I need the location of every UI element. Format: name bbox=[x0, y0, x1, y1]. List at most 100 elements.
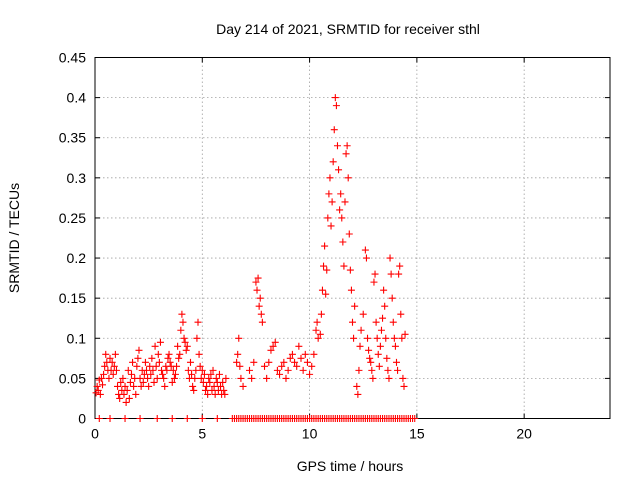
data-point bbox=[374, 350, 382, 358]
data-point bbox=[322, 290, 330, 298]
data-point bbox=[371, 270, 379, 278]
data-point bbox=[193, 334, 201, 342]
x-tick-label: 15 bbox=[409, 426, 425, 442]
data-point bbox=[129, 358, 137, 366]
data-point bbox=[97, 374, 105, 382]
data-point bbox=[101, 362, 109, 370]
data-point bbox=[316, 330, 324, 338]
data-point bbox=[203, 382, 211, 390]
data-point bbox=[93, 382, 101, 390]
data-point bbox=[353, 382, 361, 390]
data-point bbox=[361, 246, 369, 254]
data-point bbox=[318, 286, 326, 294]
data-point bbox=[166, 358, 174, 366]
data-point bbox=[237, 374, 245, 382]
data-point bbox=[254, 274, 262, 282]
data-point bbox=[321, 242, 329, 250]
data-point bbox=[332, 102, 340, 110]
data-point bbox=[396, 262, 404, 270]
data-point bbox=[126, 378, 134, 386]
data-point bbox=[114, 382, 122, 390]
data-point bbox=[213, 415, 221, 422]
data-point bbox=[202, 386, 210, 394]
data-point bbox=[288, 350, 296, 358]
x-tick-label: 10 bbox=[302, 426, 318, 442]
data-point bbox=[329, 158, 337, 166]
data-point bbox=[362, 254, 370, 262]
data-point bbox=[278, 362, 286, 370]
data-point bbox=[112, 366, 120, 374]
data-point bbox=[384, 366, 392, 374]
data-point bbox=[110, 362, 118, 370]
data-point bbox=[295, 342, 303, 350]
data-point bbox=[324, 214, 332, 222]
data-point bbox=[392, 358, 400, 366]
data-point bbox=[354, 390, 362, 398]
data-point bbox=[122, 398, 130, 406]
data-point bbox=[173, 362, 181, 370]
data-point bbox=[147, 370, 155, 378]
data-point bbox=[284, 366, 292, 374]
y-tick-label: 0.35 bbox=[59, 130, 86, 146]
y-tick-label: 0.2 bbox=[67, 250, 87, 266]
data-point bbox=[170, 374, 178, 382]
data-point bbox=[165, 350, 173, 358]
data-point bbox=[395, 270, 403, 278]
data-point bbox=[171, 370, 179, 378]
data-point bbox=[124, 366, 132, 374]
data-point bbox=[198, 366, 206, 374]
x-tick-label: 5 bbox=[198, 426, 206, 442]
data-point bbox=[160, 374, 168, 382]
data-point bbox=[153, 374, 161, 382]
data-point bbox=[204, 390, 212, 398]
data-point bbox=[263, 374, 271, 382]
data-point bbox=[280, 358, 288, 366]
data-point bbox=[136, 374, 144, 382]
data-point bbox=[257, 310, 265, 318]
data-point bbox=[400, 382, 408, 390]
data-point bbox=[117, 378, 125, 386]
data-point bbox=[364, 334, 372, 342]
data-point bbox=[341, 198, 349, 206]
data-point bbox=[184, 366, 192, 374]
data-point bbox=[306, 370, 314, 378]
data-point bbox=[102, 350, 110, 358]
data-point bbox=[191, 374, 199, 382]
data-point bbox=[399, 374, 407, 382]
data-point bbox=[382, 334, 390, 342]
data-point bbox=[335, 166, 343, 174]
data-point bbox=[108, 358, 116, 366]
data-point bbox=[141, 358, 149, 366]
data-point bbox=[246, 366, 253, 374]
data-point bbox=[156, 338, 164, 346]
data-point bbox=[136, 415, 144, 422]
data-point bbox=[215, 370, 223, 378]
data-point bbox=[236, 362, 244, 370]
data-point bbox=[205, 374, 213, 382]
data-point bbox=[178, 310, 186, 318]
data-point bbox=[207, 370, 215, 378]
plot-frame bbox=[94, 57, 611, 419]
data-point bbox=[390, 334, 398, 342]
y-tick-label: 0.45 bbox=[59, 50, 86, 66]
data-point bbox=[359, 310, 367, 318]
data-point bbox=[343, 142, 351, 150]
data-point bbox=[105, 374, 113, 382]
data-point bbox=[96, 390, 104, 398]
data-point bbox=[385, 374, 393, 382]
data-point bbox=[150, 378, 158, 386]
data-point bbox=[182, 346, 190, 354]
data-point bbox=[181, 338, 189, 346]
data-point bbox=[276, 370, 284, 378]
data-point bbox=[179, 318, 187, 326]
data-point bbox=[169, 366, 177, 374]
y-tick-label: 0.05 bbox=[59, 370, 86, 386]
data-point bbox=[253, 286, 261, 294]
data-point bbox=[121, 415, 129, 422]
data-point bbox=[106, 354, 114, 362]
data-point bbox=[121, 382, 129, 390]
data-point bbox=[140, 370, 148, 378]
data-point bbox=[255, 302, 263, 310]
data-point bbox=[282, 374, 290, 382]
data-point bbox=[351, 302, 359, 310]
